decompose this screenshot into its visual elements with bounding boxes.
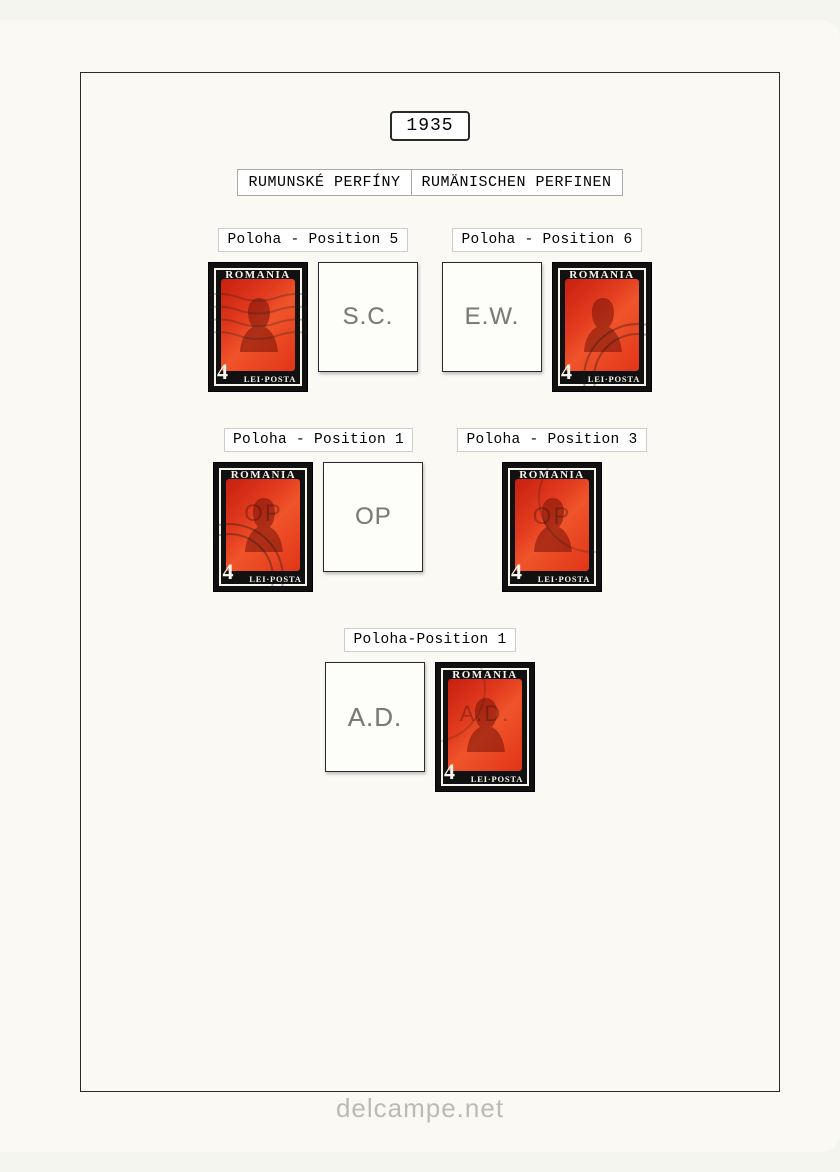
cancel-wavy [209,263,307,390]
stamp-denomination: 4 [511,559,522,585]
stamp-romania-4lei: ROMANIA 4 LEI·POSTA [208,262,308,392]
watermark-text: delcampe.net [336,1093,504,1124]
row1-right-group: Poloha - Position 6 E.W. [442,228,652,392]
row3-pair: A.D. ROMANIA 4 LEI·POSTA [325,662,535,792]
row1-left-pair: ROMANIA 4 LEI·POSTA S.C. [208,262,418,392]
position-label: Poloha - Position 3 [457,428,646,452]
perfin-letters: S.C. [343,303,394,331]
position-label: Poloha - Position 5 [218,228,407,252]
stamp-denomination: 4 [444,759,455,785]
perfin-letters: E.W. [465,303,520,331]
stamp-denomination: 4 [561,359,572,385]
stamp-country-text: ROMANIA [503,469,601,481]
stamp-bottom-text: LEI·POSTA [466,774,528,784]
perfin-card: OP [323,462,423,572]
page-frame: 1935 RUMUNSKÉ PERFÍNY RUMÄNISCHEN PERFIN… [80,72,780,1092]
title-left: RUMUNSKÉ PERFÍNY [238,170,410,195]
row2-right-group: Poloha - Position 3 ROMANIA 4 LEI·PO [457,428,646,592]
stamp-country-text: ROMANIA [436,669,534,681]
stamp-portrait [448,679,522,771]
title-row: RUMUNSKÉ PERFÍNY RUMÄNISCHEN PERFINEN [237,169,622,196]
perfin-card: S.C. [318,262,418,372]
year-box: 1935 [390,111,469,141]
stamp-romania-4lei: ROMANIA 4 LEI·POSTA OP [502,462,602,592]
row-3: Poloha-Position 1 A.D. R [325,628,535,792]
stamp-portrait [515,479,589,571]
title-right: RUMÄNISCHEN PERFINEN [411,170,622,195]
portrait-silhouette [530,494,576,554]
portrait-silhouette [241,494,287,554]
row1-right-pair: E.W. ROMANIA 4 LEI·POSTA [442,262,652,392]
row2-right-pair: ROMANIA 4 LEI·POSTA OP [502,462,602,592]
position-label: Poloha - Position 6 [452,228,641,252]
row2-left-pair: ROMANIA 4 LEI·POSTA OP OP [213,462,423,592]
position-label: Poloha-Position 1 [344,628,515,652]
stamp-country-text: ROMANIA [214,469,312,481]
portrait-silhouette [580,294,626,354]
stamp-bottom-text: LEI·POSTA [533,574,595,584]
stamp-romania-4lei: ROMANIA 4 LEI·POSTA [552,262,652,392]
stamp-romania-4lei: ROMANIA 4 LEI·POSTA OP [213,462,313,592]
stamp-denomination: 4 [222,559,233,585]
row1-left-group: Poloha - Position 5 ROMANIA 4 LEI·PO [208,228,418,392]
row-1: Poloha - Position 5 ROMANIA 4 LEI·PO [208,228,652,392]
perfin-letters: A.D. [348,702,403,733]
position-label: Poloha - Position 1 [224,428,413,452]
stamp-bottom-text: LEI·POSTA [583,374,645,384]
stamp-portrait [565,279,639,371]
row2-left-group: Poloha - Position 1 ROMANIA 4 LEI·PO [213,428,423,592]
stamp-portrait [226,479,300,571]
row3-center-group: Poloha-Position 1 A.D. R [325,628,535,792]
portrait-silhouette [463,694,509,754]
perfin-card: E.W. [442,262,542,372]
content-area: 1935 RUMUNSKÉ PERFÍNY RUMÄNISCHEN PERFIN… [81,73,779,1091]
stamp-bottom-text: LEI·POSTA [244,574,306,584]
perfin-card: A.D. [325,662,425,772]
stamp-country-text: ROMANIA [553,269,651,281]
row-2: Poloha - Position 1 ROMANIA 4 LEI·PO [213,428,646,592]
album-page: 1935 RUMUNSKÉ PERFÍNY RUMÄNISCHEN PERFIN… [0,20,840,1152]
stamp-romania-4lei: ROMANIA 4 LEI·POSTA A.D. [435,662,535,792]
perfin-letters: OP [355,503,392,531]
